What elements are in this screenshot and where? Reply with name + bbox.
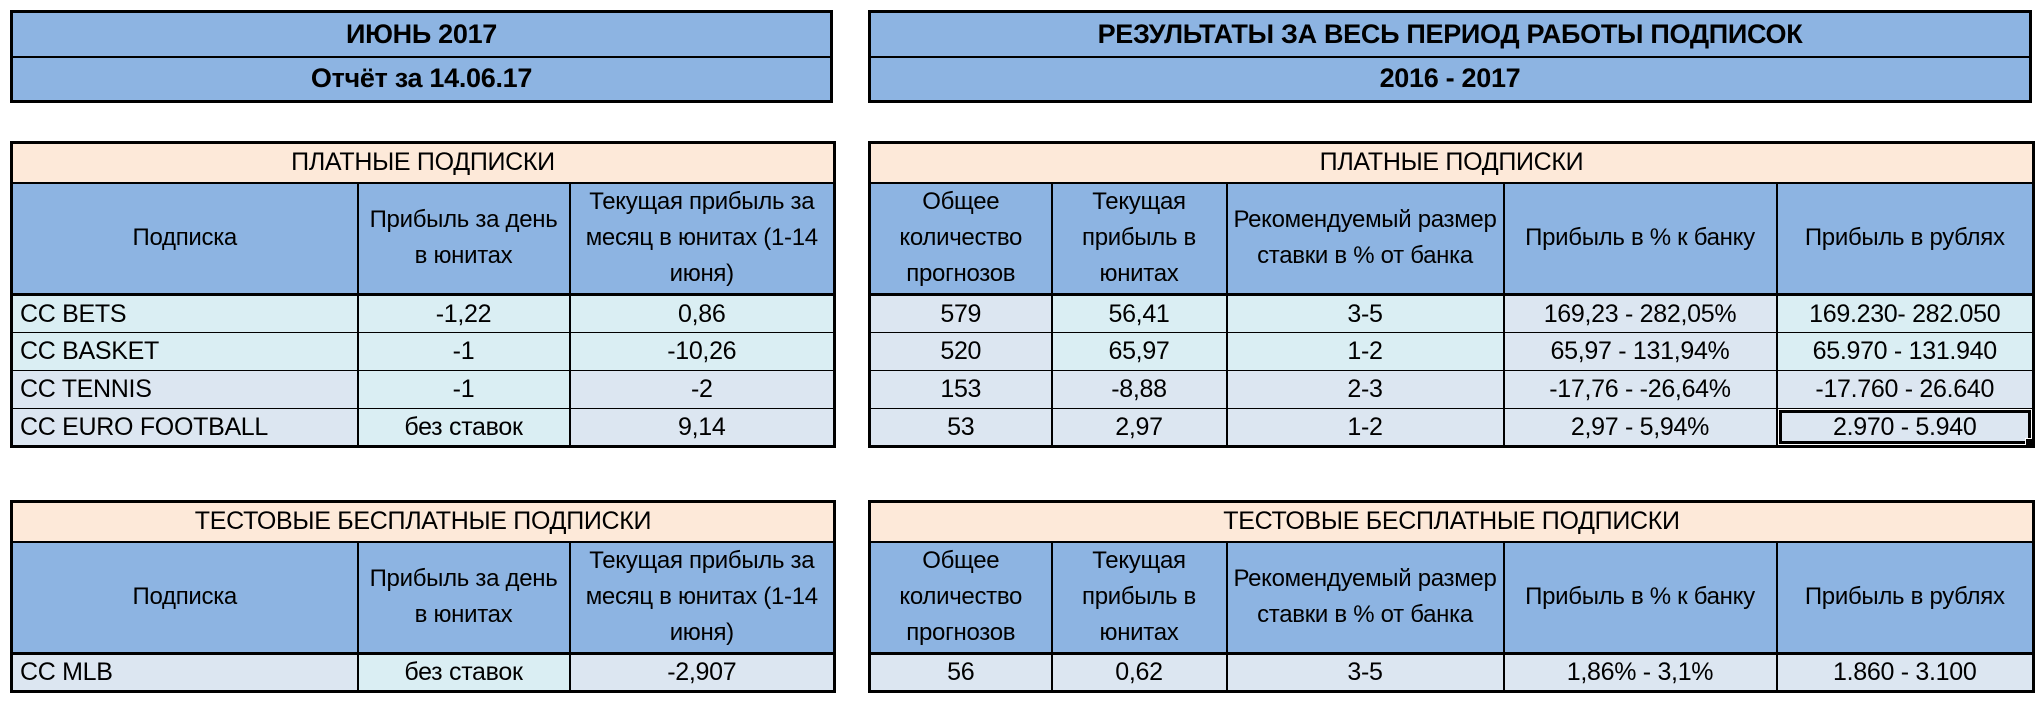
cell-cc-mlb-month-profit[interactable]: -2,907 — [568, 653, 836, 692]
alltime-test-table: ТЕСТОВЫЕ БЕСПЛАТНЫЕ ПОДПИСКИ Общее колич… — [868, 500, 2035, 693]
cell-euro-bank-percent[interactable]: 2,97 - 5,94% — [1502, 408, 1778, 447]
cell-euro-stake[interactable]: 1-2 — [1225, 408, 1505, 447]
results-header-block[interactable]: РЕЗУЛЬТАТЫ ЗА ВЕСЬ ПЕРИОД РАБОТЫ ПОДПИСО… — [868, 10, 2032, 103]
results-title[interactable]: РЕЗУЛЬТАТЫ ЗА ВЕСЬ ПЕРИОД РАБОТЫ ПОДПИСО… — [1097, 18, 1803, 49]
cell-tennis-forecasts[interactable]: 153 — [868, 370, 1053, 409]
alltime-paid-col-stake[interactable]: Рекомендуемый размер ставки в % от банка — [1225, 181, 1505, 296]
alltime-paid-col-units-profit[interactable]: Текущая прибыль в юнитах — [1050, 181, 1228, 296]
cell-euro-forecasts[interactable]: 53 — [868, 408, 1053, 447]
cell-mlb-rubles[interactable]: 1.860 - 3.100 — [1775, 653, 2035, 692]
cell-cc-mlb-name[interactable]: CC MLB — [10, 653, 359, 692]
cell-bets-bank-percent[interactable]: 169,23 - 282,05% — [1502, 294, 1778, 333]
cell-euro-units-profit[interactable]: 2,97 — [1050, 408, 1228, 447]
report-date[interactable]: Отчёт за 14.06.17 — [13, 55, 830, 101]
alltime-test-col-stake[interactable]: Рекомендуемый размер ставки в % от банка — [1225, 540, 1505, 655]
alltime-test-col-bank-percent[interactable]: Прибыль в % к банку — [1502, 540, 1778, 655]
cell-cc-mlb-day-profit[interactable]: без ставок — [356, 653, 571, 692]
table-row: CC BASKET -1 -10,26 — [10, 332, 836, 371]
cell-cc-euro-football-name[interactable]: CC EURO FOOTBALL — [10, 408, 359, 447]
cell-cc-basket-day-profit[interactable]: -1 — [356, 332, 571, 371]
alltime-test-col-units-profit[interactable]: Текущая прибыль в юнитах — [1050, 540, 1228, 655]
cell-cc-euro-football-day-profit[interactable]: без ставок — [356, 408, 571, 447]
cell-basket-units-profit[interactable]: 65,97 — [1050, 332, 1228, 371]
table-row: 153 -8,88 2-3 -17,76 - -26,64% -17.760 -… — [868, 370, 2035, 409]
cell-basket-stake[interactable]: 1-2 — [1225, 332, 1505, 371]
cell-cc-bets-day-profit[interactable]: -1,22 — [356, 294, 571, 333]
table-row: 53 2,97 1-2 2,97 - 5,94% 2.970 - 5.940 — [868, 408, 2035, 447]
cell-basket-bank-percent[interactable]: 65,97 - 131,94% — [1502, 332, 1778, 371]
june-header-block[interactable]: ИЮНЬ 2017 Отчёт за 14.06.17 — [10, 10, 833, 103]
table-row: 520 65,97 1-2 65,97 - 131,94% 65.970 - 1… — [868, 332, 2035, 371]
cell-bets-units-profit[interactable]: 56,41 — [1050, 294, 1228, 333]
monthly-paid-col-subscription[interactable]: Подписка — [10, 181, 359, 296]
alltime-test-col-rubles[interactable]: Прибыль в рублях — [1775, 540, 2035, 655]
cell-cc-euro-football-month-profit[interactable]: 9,14 — [568, 408, 836, 447]
monthly-test-col-subscription[interactable]: Подписка — [10, 540, 359, 655]
cell-bets-forecasts[interactable]: 579 — [868, 294, 1053, 333]
alltime-paid-col-bank-percent[interactable]: Прибыль в % к банку — [1502, 181, 1778, 296]
table-row: CC TENNIS -1 -2 — [10, 370, 836, 409]
alltime-test-title[interactable]: ТЕСТОВЫЕ БЕСПЛАТНЫЕ ПОДПИСКИ — [868, 500, 2035, 543]
cell-bets-rubles[interactable]: 169.230- 282.050 — [1775, 294, 2035, 333]
cell-mlb-bank-percent[interactable]: 1,86% - 3,1% — [1502, 653, 1778, 692]
alltime-paid-title[interactable]: ПЛАТНЫЕ ПОДПИСКИ — [867, 141, 2036, 184]
results-period[interactable]: 2016 - 2017 — [871, 55, 2029, 101]
cell-cc-basket-name[interactable]: CC BASKET — [10, 332, 359, 371]
monthly-paid-title[interactable]: ПЛАТНЫЕ ПОДПИСКИ — [9, 141, 837, 184]
month-title[interactable]: ИЮНЬ 2017 — [345, 18, 498, 49]
cell-euro-rubles-selected[interactable]: 2.970 - 5.940 — [1775, 408, 2035, 447]
monthly-paid-col-month-profit[interactable]: Текущая прибыль за месяц в юнитах (1-14 … — [568, 181, 836, 296]
monthly-test-col-month-profit[interactable]: Текущая прибыль за месяц в юнитах (1-14 … — [568, 540, 836, 655]
cell-cc-bets-name[interactable]: CC BETS — [10, 294, 359, 333]
alltime-test-col-forecasts[interactable]: Общее количество прогнозов — [868, 540, 1053, 655]
cell-bets-stake[interactable]: 3-5 — [1225, 294, 1505, 333]
monthly-paid-col-day-profit[interactable]: Прибыль за день в юнитах — [356, 181, 571, 296]
monthly-paid-table: ПЛАТНЫЕ ПОДПИСКИ Подписка Прибыль за ден… — [9, 141, 837, 448]
cell-tennis-units-profit[interactable]: -8,88 — [1050, 370, 1228, 409]
cell-cc-tennis-day-profit[interactable]: -1 — [356, 370, 571, 409]
cell-mlb-units-profit[interactable]: 0,62 — [1050, 653, 1228, 692]
cell-basket-forecasts[interactable]: 520 — [868, 332, 1053, 371]
alltime-paid-col-rubles[interactable]: Прибыль в рублях — [1775, 181, 2035, 296]
monthly-test-table: ТЕСТОВЫЕ БЕСПЛАТНЫЕ ПОДПИСКИ Подписка Пр… — [9, 500, 837, 693]
cell-basket-rubles[interactable]: 65.970 - 131.940 — [1775, 332, 2035, 371]
cell-cc-bets-month-profit[interactable]: 0,86 — [568, 294, 836, 333]
cell-tennis-rubles[interactable]: -17.760 - 26.640 — [1775, 370, 2035, 409]
cell-cc-tennis-name[interactable]: CC TENNIS — [10, 370, 359, 409]
cell-cc-tennis-month-profit[interactable]: -2 — [568, 370, 836, 409]
cell-tennis-stake[interactable]: 2-3 — [1225, 370, 1505, 409]
table-row: CC BETS -1,22 0,86 — [10, 294, 836, 333]
cell-mlb-forecasts[interactable]: 56 — [868, 653, 1053, 692]
alltime-paid-col-forecasts[interactable]: Общее количество прогнозов — [868, 181, 1053, 296]
cell-mlb-stake[interactable]: 3-5 — [1225, 653, 1505, 692]
monthly-test-col-day-profit[interactable]: Прибыль за день в юнитах — [356, 540, 571, 655]
table-row: 56 0,62 3-5 1,86% - 3,1% 1.860 - 3.100 — [868, 653, 2035, 692]
table-row: 579 56,41 3-5 169,23 - 282,05% 169.230- … — [868, 294, 2035, 333]
table-row: CC EURO FOOTBALL без ставок 9,14 — [10, 408, 836, 447]
monthly-test-title[interactable]: ТЕСТОВЫЕ БЕСПЛАТНЫЕ ПОДПИСКИ — [9, 500, 837, 543]
cell-cc-basket-month-profit[interactable]: -10,26 — [568, 332, 836, 371]
cell-tennis-bank-percent[interactable]: -17,76 - -26,64% — [1502, 370, 1778, 409]
alltime-paid-table: ПЛАТНЫЕ ПОДПИСКИ Общее количество прогно… — [867, 141, 2036, 448]
table-row: CC MLB без ставок -2,907 — [10, 653, 836, 692]
